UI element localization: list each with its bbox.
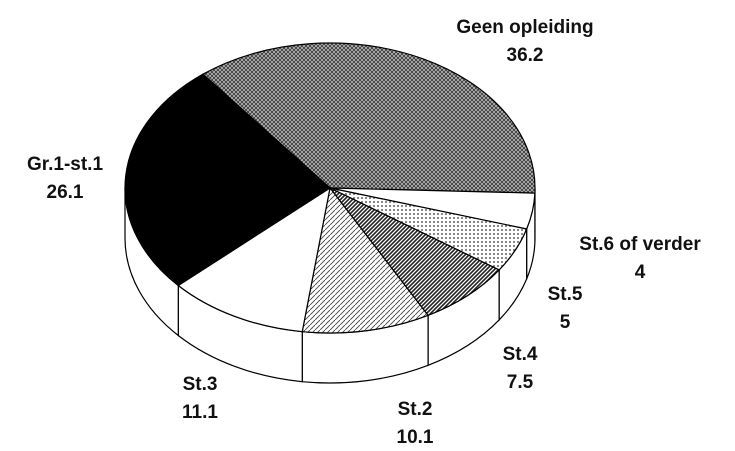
slice-label: St.2 bbox=[398, 399, 433, 420]
slice-value: 26.1 bbox=[47, 182, 84, 203]
slice-label: St.4 bbox=[503, 344, 538, 365]
slice-value: 4 bbox=[635, 262, 646, 283]
pie-slice bbox=[201, 42, 536, 194]
pie-slice bbox=[124, 73, 331, 287]
slice-value: 36.2 bbox=[507, 45, 544, 66]
slice-value: 10.1 bbox=[397, 427, 434, 448]
slice-label: St.6 of verder bbox=[579, 234, 701, 255]
slice-value: 7.5 bbox=[507, 372, 534, 393]
pie-slice bbox=[177, 186, 331, 333]
pie-slice bbox=[301, 186, 430, 334]
slice-value: 11.1 bbox=[182, 402, 218, 423]
slice-label: Geen opleiding bbox=[456, 17, 593, 38]
pie-slice bbox=[329, 187, 501, 317]
slice-label: St.3 bbox=[183, 374, 218, 395]
slice-value: 5 bbox=[560, 312, 571, 333]
slice-label: St.5 bbox=[548, 284, 583, 305]
slice-label: Gr.1-st.1 bbox=[27, 154, 103, 175]
